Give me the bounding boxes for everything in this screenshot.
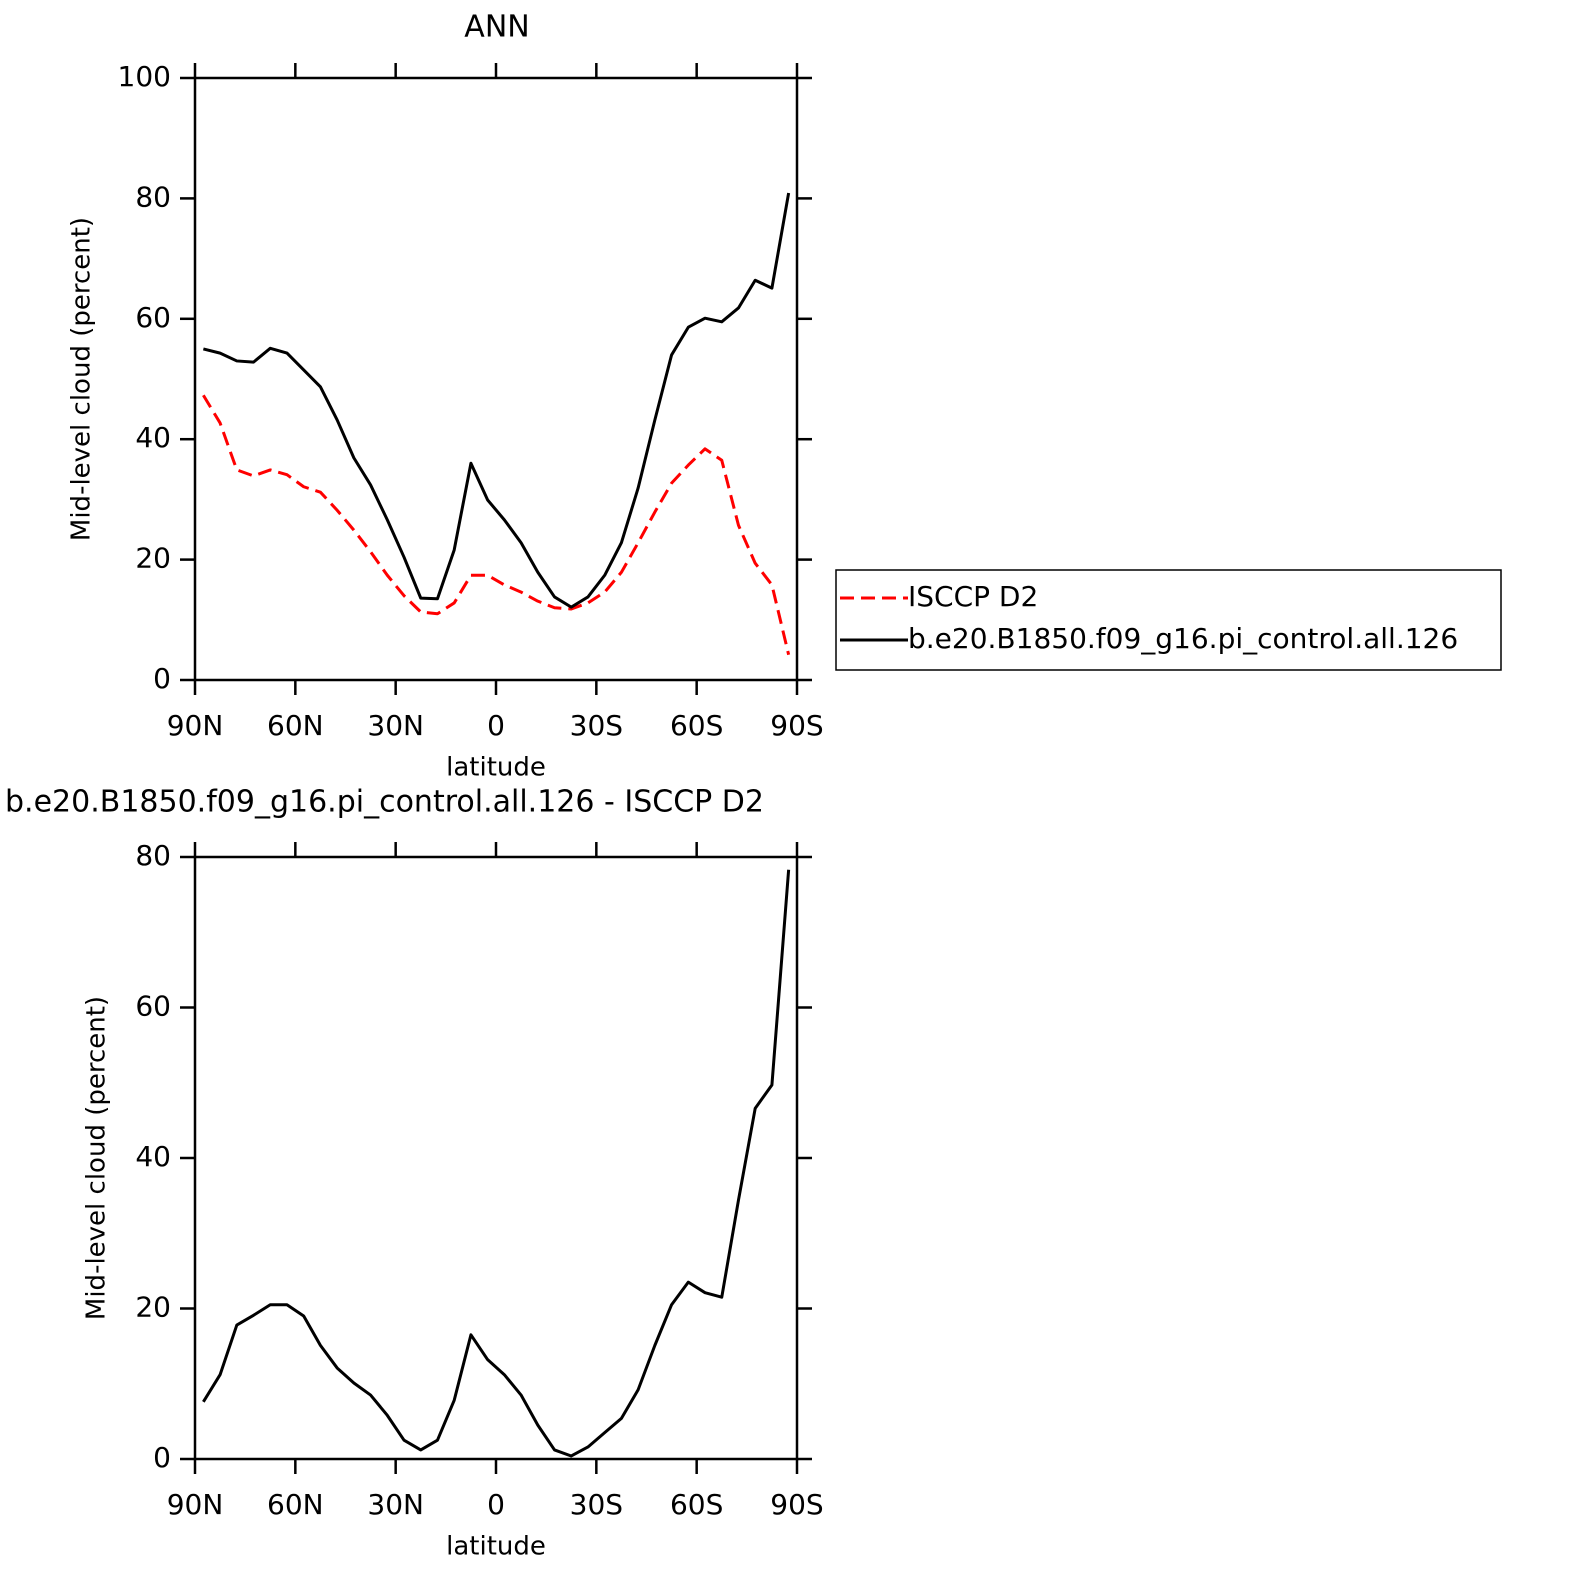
- y-tick-label: 40: [135, 421, 171, 454]
- y-tick-label: 0: [153, 1441, 171, 1474]
- x-tick-label: 30N: [367, 1488, 424, 1521]
- series-line: [202, 192, 791, 609]
- x-tick-label: 90N: [167, 709, 224, 742]
- plot-frame: [193, 855, 799, 1461]
- chart-title: ANN: [464, 10, 529, 45]
- y-tick-label: 0: [153, 662, 171, 695]
- legend-box: [835, 569, 1502, 671]
- y-axis-label: Mid-level cloud (percent): [82, 996, 112, 1320]
- y-tick-label: 40: [135, 1140, 171, 1173]
- x-axis-label: latitude: [446, 1532, 546, 1562]
- x-tick-label: 60S: [670, 709, 723, 742]
- y-tick-label: 80: [135, 180, 171, 213]
- x-tick-label: 90S: [770, 709, 823, 742]
- x-tick-label: 30N: [367, 709, 424, 742]
- y-tick-label: 20: [135, 1291, 171, 1324]
- y-axis-label: Mid-level cloud (percent): [67, 217, 97, 541]
- x-axis-label: latitude: [446, 753, 546, 783]
- x-tick-label: 0: [487, 1488, 505, 1521]
- y-tick-label: 80: [135, 839, 171, 872]
- series-line: [202, 394, 791, 656]
- x-tick-label: 30S: [570, 709, 623, 742]
- x-tick-label: 90S: [770, 1488, 823, 1521]
- x-tick-label: 60S: [670, 1488, 723, 1521]
- y-tick-label: 100: [118, 60, 171, 93]
- x-tick-label: 60N: [267, 709, 324, 742]
- x-tick-label: 90N: [167, 1488, 224, 1521]
- legend-label: b.e20.B1850.f09_g16.pi_control.all.126: [908, 622, 1458, 655]
- plot-frame: [193, 76, 799, 682]
- y-tick-label: 20: [135, 542, 171, 575]
- x-tick-label: 0: [487, 709, 505, 742]
- series-line: [202, 869, 791, 1458]
- y-tick-label: 60: [135, 301, 171, 334]
- x-tick-label: 30S: [570, 1488, 623, 1521]
- x-tick-label: 60N: [267, 1488, 324, 1521]
- legend-label: ISCCP D2: [908, 580, 1038, 613]
- y-tick-label: 60: [135, 990, 171, 1023]
- chart-title: b.e20.B1850.f09_g16.pi_control.all.126 -…: [5, 785, 764, 820]
